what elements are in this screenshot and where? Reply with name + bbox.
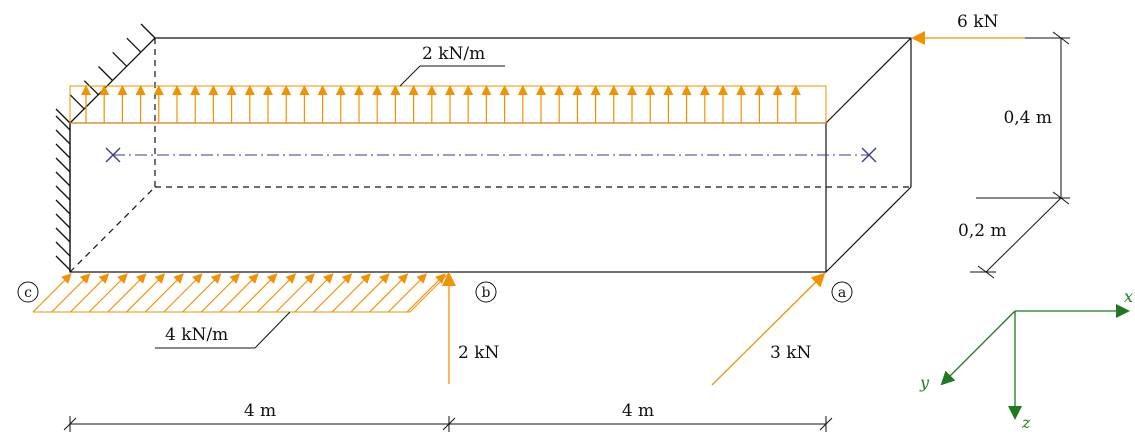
wall-hatch	[69, 94, 85, 110]
wall-hatch	[55, 241, 71, 257]
beam-front-face	[69, 122, 827, 273]
wall-hatch	[98, 66, 113, 81]
span-left-label: 4 m	[244, 401, 276, 421]
bottom-load-arrow	[51, 273, 91, 313]
node-c: c	[17, 281, 39, 303]
depth-dim-line	[985, 197, 1062, 273]
bottom-load-leader	[254, 311, 291, 349]
top-distributed-load: 2 kN/m	[69, 44, 827, 124]
axial-force-label: 6 kN	[957, 12, 999, 32]
wall-hatch	[83, 80, 99, 96]
bottom-load-arrow	[69, 273, 110, 313]
coordinate-system: x y z	[919, 287, 1133, 432]
bottom-load-arrow	[350, 273, 390, 313]
node-a: a	[831, 281, 853, 303]
span-dim-tick-c	[63, 417, 77, 431]
wall-hatch	[55, 108, 71, 124]
node-b-circle	[475, 281, 497, 303]
centerline-cross-right-2	[861, 147, 877, 163]
vertical-force-label: 2 kN	[458, 343, 500, 363]
bottom-load-end	[409, 271, 451, 313]
wall-hatch	[55, 157, 71, 173]
bottom-load-arrow	[256, 273, 297, 313]
bottom-load-arrow	[331, 273, 371, 313]
depth-dim-tick-bottom	[977, 265, 995, 279]
bottom-load-arrow	[406, 273, 446, 313]
wall-hatch	[55, 171, 71, 187]
inclined-force-label: 3 kN	[770, 343, 812, 363]
inclined-force-arrow	[711, 272, 826, 386]
beam-bottom-right-edge	[825, 186, 912, 273]
span-right-label: 4 m	[622, 401, 654, 421]
wall-hatch	[55, 143, 71, 159]
bottom-load-arrow	[219, 273, 259, 313]
bottom-load-arrow	[275, 273, 315, 313]
bottom-load-arrow	[107, 273, 147, 313]
wall-hatch	[55, 199, 71, 215]
depth-dim-label: 0,2 m	[958, 221, 1007, 241]
vertical-force: 2 kN	[442, 272, 500, 384]
beam-top-right-edge	[825, 37, 912, 124]
bottom-load-arrow	[88, 273, 128, 313]
top-load-label: 2 kN/m	[422, 44, 485, 64]
y-axis-arrow	[940, 310, 1016, 386]
height-dim-tick-top	[1052, 31, 1070, 45]
inclined-force: 3 kN	[711, 272, 826, 386]
wall-hatch	[55, 129, 71, 145]
top-load-leader	[399, 65, 421, 87]
y-axis-label: y	[919, 373, 930, 392]
wall-hatch	[140, 23, 156, 39]
bottom-load-arrow	[144, 273, 184, 313]
z-axis-label: z	[1021, 413, 1031, 432]
wall-hatch	[126, 37, 142, 53]
span-dimension: 4 m 4 m	[63, 401, 833, 432]
node-c-label: c	[24, 285, 32, 301]
bottom-load-arrow	[182, 273, 222, 313]
centerline	[105, 147, 877, 163]
wall-hatch	[55, 115, 71, 131]
span-dim-tick-a	[819, 417, 833, 431]
depth-dimension: 0,2 m	[958, 197, 1070, 279]
wall-hatch	[55, 255, 71, 271]
wall-hatch	[112, 51, 128, 67]
span-dim-tick-b	[442, 417, 456, 431]
height-dim-label: 0,4 m	[1003, 108, 1052, 128]
bottom-load-arrow	[313, 273, 353, 313]
bottom-load-arrow	[200, 273, 241, 313]
bottom-load-arrow	[369, 273, 409, 313]
bottom-load-arrow	[238, 273, 278, 313]
bottom-load-arrow	[32, 273, 72, 313]
bottom-load-arrow	[294, 273, 334, 313]
wall-hatch	[55, 227, 71, 243]
top-load-box	[69, 85, 827, 124]
node-b-label: b	[482, 285, 491, 301]
bottom-load-arrow	[163, 273, 203, 313]
hidden-edge-diagonal	[69, 186, 156, 273]
fixed-support	[55, 23, 156, 272]
node-a-circle	[831, 281, 853, 303]
bottom-distributed-load: 4 kN/m	[32, 271, 451, 349]
axial-force: 6 kN	[911, 12, 1025, 45]
node-a-label: a	[838, 285, 846, 301]
centerline-cross-left-2	[105, 147, 121, 163]
wall-hatch	[55, 213, 71, 229]
node-b: b	[475, 281, 497, 303]
wall-hatch	[55, 185, 71, 201]
node-c-circle	[17, 281, 39, 303]
bottom-load-label: 4 kN/m	[165, 325, 228, 345]
x-axis-label: x	[1124, 287, 1133, 306]
height-dimension: 0,4 m	[1003, 31, 1070, 205]
bottom-load-arrow	[126, 273, 166, 313]
bottom-load-arrow	[387, 273, 428, 313]
